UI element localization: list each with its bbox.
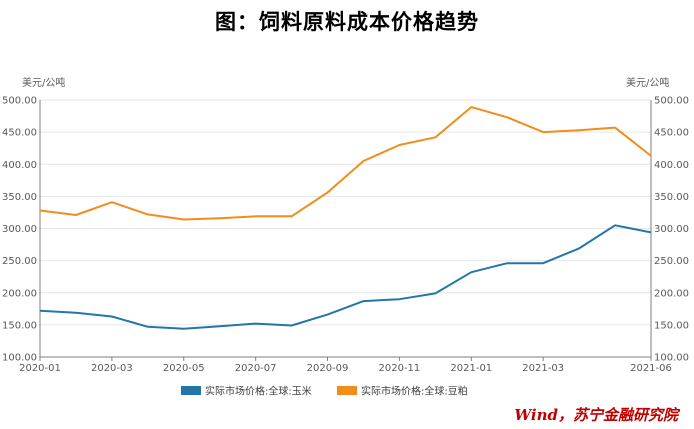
y-tick-label-left: 300.00 — [2, 224, 37, 235]
source-note: Wind，苏宁金融研究院 — [514, 406, 678, 424]
x-tick-label: 2020-05 — [163, 363, 205, 374]
axes — [39, 100, 652, 358]
grid-lines — [40, 99, 651, 326]
y-tick-label-left: 100.00 — [2, 353, 37, 364]
y-tick-label-left: 500.00 — [2, 96, 37, 107]
left-y-axis-labels: 100.00 150.00 200.00 250.00 300.00 350.00 400.… — [2, 96, 37, 364]
legend-label: 实际市场价格:全球:玉米 — [205, 385, 312, 398]
y-tick-label-right: 200.00 — [654, 288, 689, 299]
y-tick-label-right: 450.00 — [654, 128, 689, 139]
y-tick-label-right: 400.00 — [654, 160, 689, 171]
x-tick-label: 2021-06 — [630, 363, 672, 374]
y-tick-label-left: 450.00 — [2, 128, 37, 139]
legend-swatch — [337, 386, 357, 395]
left-axis-unit: 美元/公吨 — [22, 76, 65, 89]
y-tick-label-left: 350.00 — [2, 192, 37, 203]
legend-label: 实际市场价格:全球:豆粕 — [361, 385, 468, 398]
y-tick-label-left: 200.00 — [2, 288, 37, 299]
y-tick-label-right: 100.00 — [654, 353, 689, 364]
right-y-axis-labels: 100.00 150.00 200.00 250.00 300.00 350.00 400.… — [654, 96, 689, 364]
x-tick-label: 2020-03 — [91, 363, 133, 374]
y-tick-label-left: 400.00 — [2, 160, 37, 171]
series-lines — [39, 106, 652, 330]
x-axis-labels: 2020-01 2020-03 2020-05 2020-07 2020-09 2020-… — [19, 357, 672, 374]
x-tick-label: 2021-01 — [450, 363, 492, 374]
y-tick-label-right: 300.00 — [654, 224, 689, 235]
y-tick-label-left: 150.00 — [2, 320, 37, 331]
x-tick-label: 2020-11 — [379, 363, 421, 374]
y-tick-label-right: 150.00 — [654, 320, 689, 331]
chart-title: 图：饲料原料成本价格趋势 — [215, 10, 479, 34]
x-tick-label: 2021-03 — [522, 363, 564, 374]
right-axis-unit: 美元/公吨 — [626, 76, 669, 89]
x-tick-label: 2020-07 — [235, 363, 277, 374]
y-tick-label-right: 500.00 — [654, 96, 689, 107]
x-tick-label: 2020-01 — [19, 363, 61, 374]
y-tick-label-right: 350.00 — [654, 192, 689, 203]
x-tick-label: 2020-09 — [307, 363, 349, 374]
legend: 实际市场价格:全球:玉米 实际市场价格:全球:豆粕 — [181, 385, 468, 398]
y-tick-label-left: 250.00 — [2, 256, 37, 267]
y-tick-label-right: 250.00 — [654, 256, 689, 267]
soymeal-price-line — [39, 106, 652, 221]
corn-price-line — [39, 224, 652, 330]
legend-swatch — [181, 386, 201, 395]
